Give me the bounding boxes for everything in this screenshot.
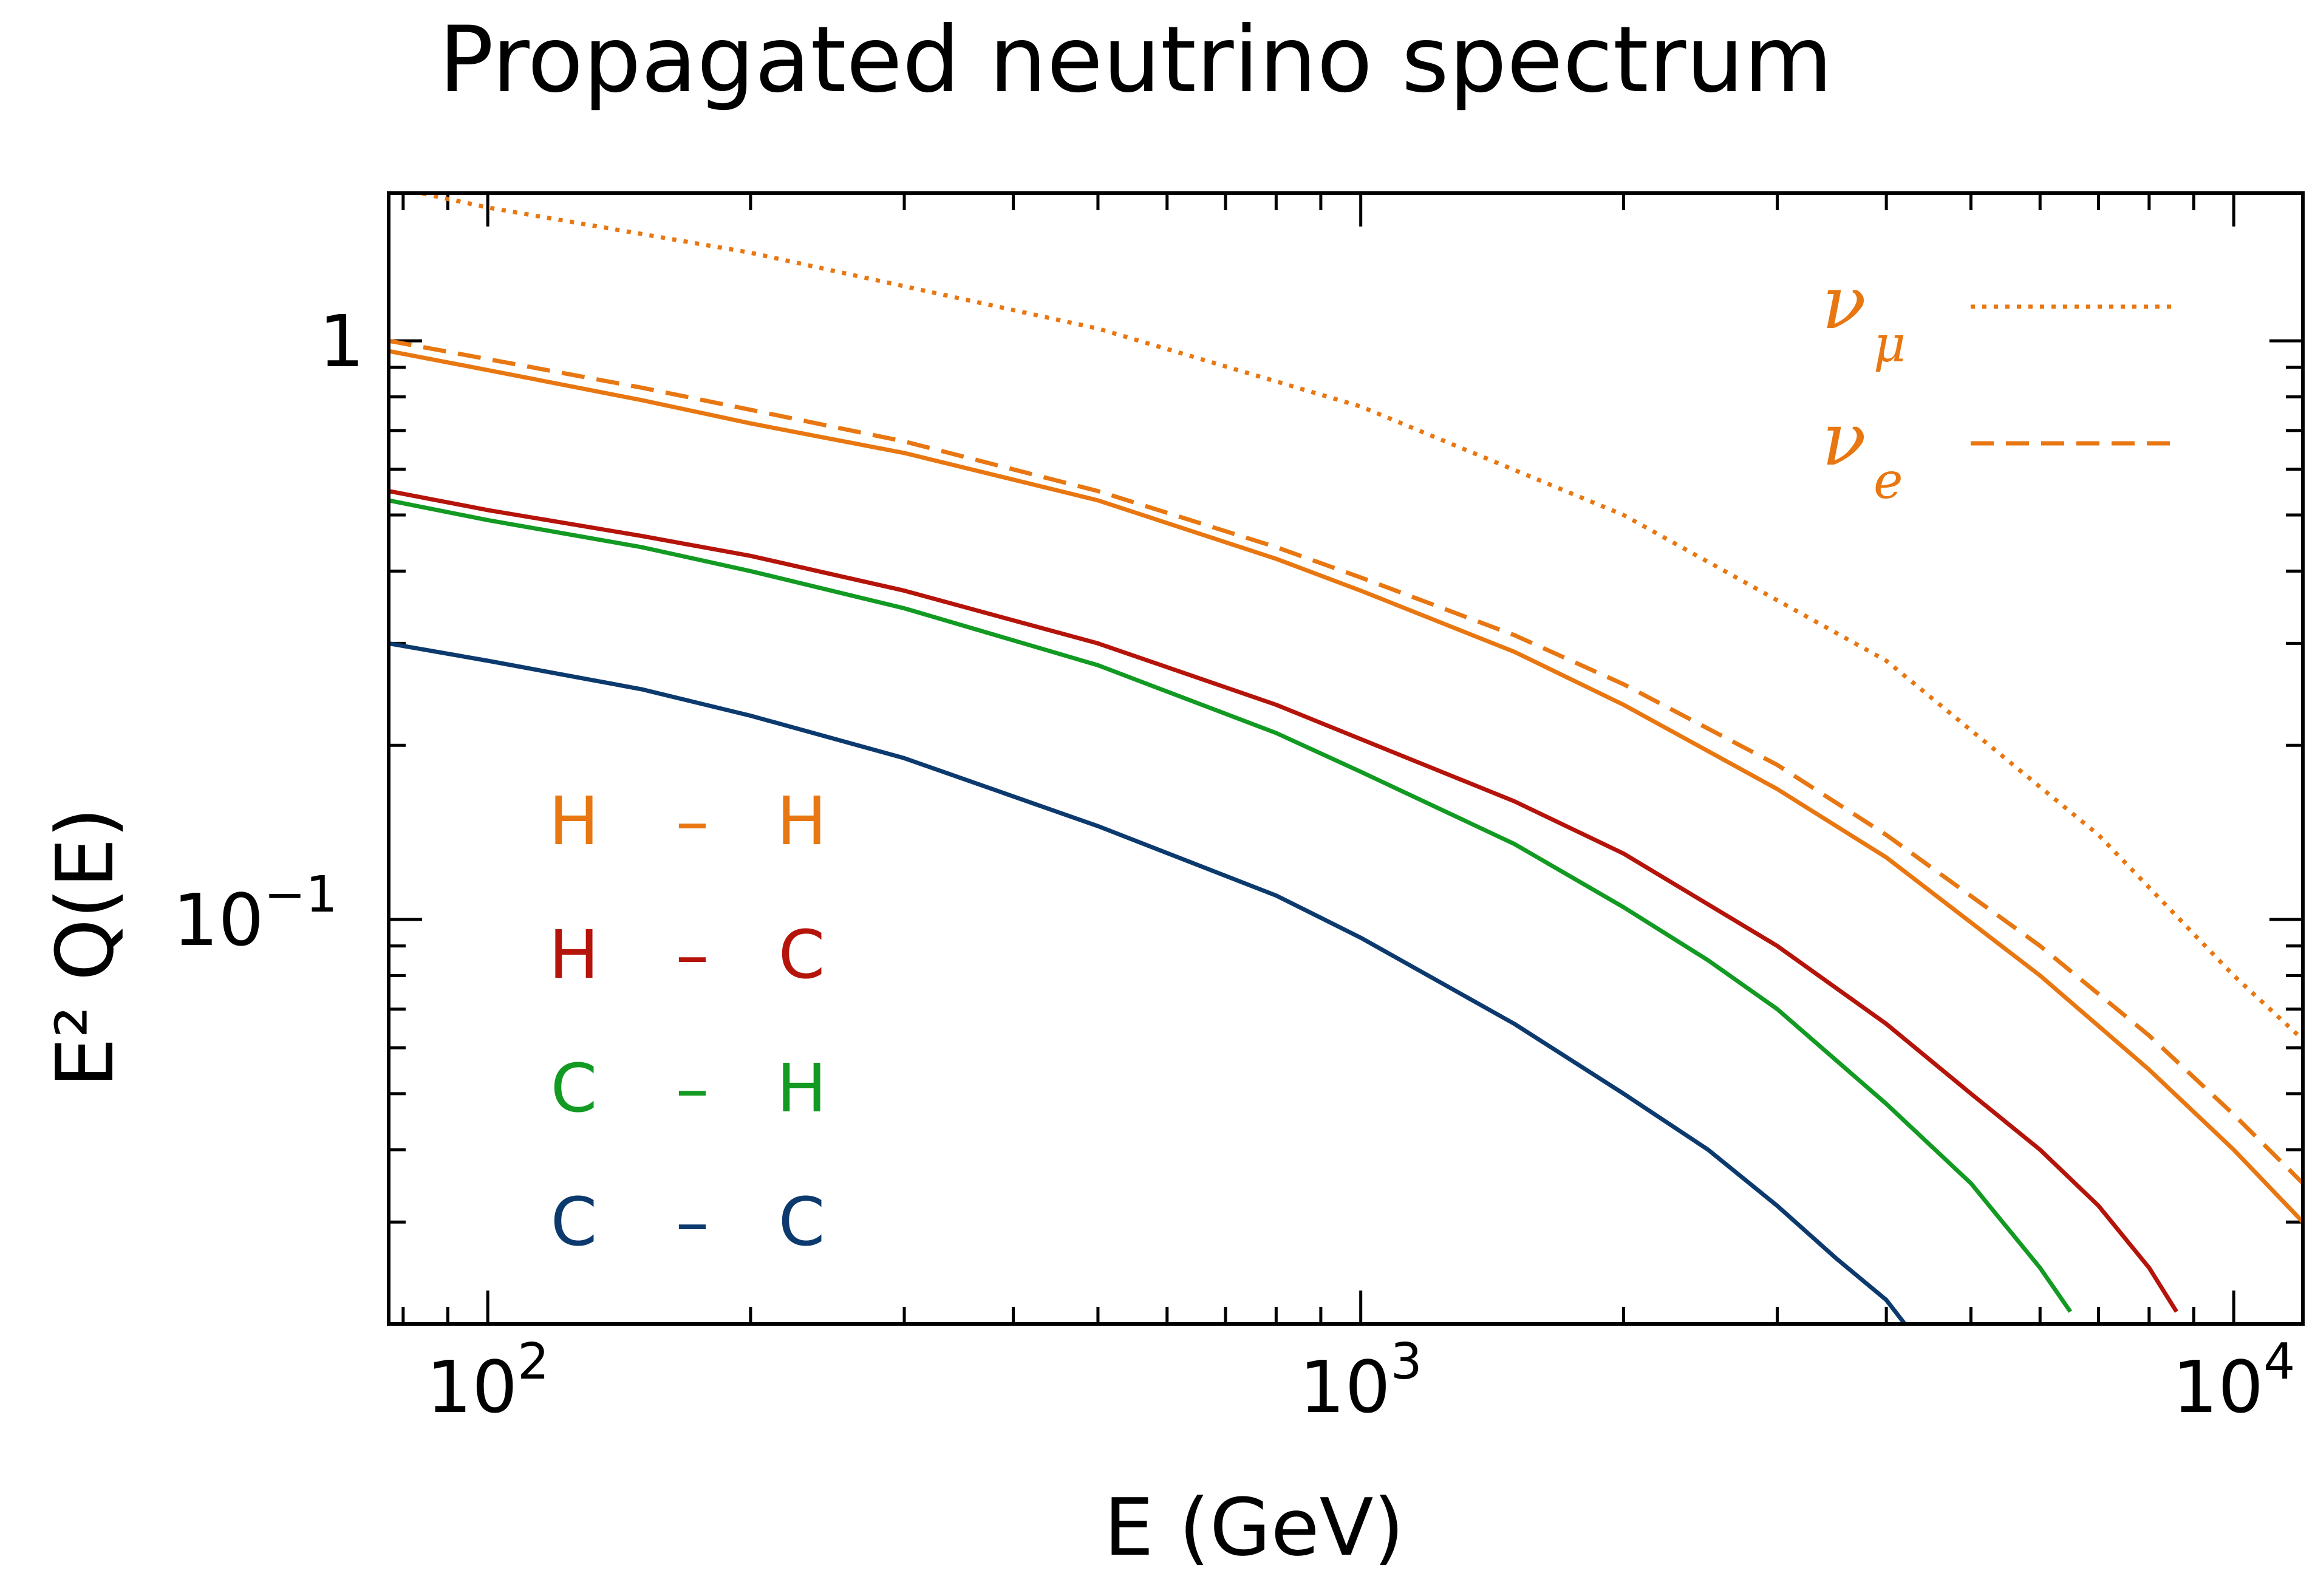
model-legend-right: C (779, 916, 825, 994)
model-legend-dash: – (676, 782, 709, 860)
x-tick-label: 102 (426, 1333, 549, 1429)
model-legend-left: C (551, 1049, 598, 1127)
model-legend-right: C (779, 1183, 825, 1261)
series-layer (389, 193, 2303, 1324)
chart-title: Propagated neutrino spectrum (438, 7, 1832, 113)
y-tick-label: 1 (319, 299, 364, 383)
x-axis-label: E (GeV) (1104, 1481, 1405, 1574)
axis-ticks (389, 193, 2303, 1326)
flavor-symbol: ν (1822, 398, 1866, 482)
tick-labels: 102 103 104 1 10−1 (172, 299, 2295, 1429)
flavor-symbol: ν (1822, 261, 1866, 346)
plot-frame (387, 191, 2305, 1326)
x-tick-label: 104 (2172, 1333, 2295, 1429)
series-line-3 (389, 489, 2178, 1313)
flavor-subscript: e (1873, 452, 1903, 510)
model-legend-dash: – (676, 916, 709, 994)
y-tick-label: 10−1 (172, 866, 337, 962)
model-legend-left: H (549, 782, 599, 860)
model-legend-entry: C – H (551, 1049, 827, 1127)
model-legend-left: C (551, 1183, 598, 1261)
model-legend-dash: – (676, 1049, 709, 1127)
model-legend-entry: H – C (549, 916, 825, 994)
model-legend: H – HH – CC – HC – C (549, 782, 827, 1261)
model-legend-right: H (777, 1049, 827, 1127)
flavor-legend: ν μν e (1822, 261, 2174, 510)
model-legend-right: H (777, 782, 827, 860)
model-legend-left: H (549, 916, 599, 994)
model-legend-entry: H – H (549, 782, 827, 860)
series-line-1 (389, 338, 2303, 1185)
series-line-2 (389, 349, 2303, 1224)
model-legend-entry: C – C (551, 1183, 825, 1261)
series-line-4 (389, 498, 2073, 1313)
y-axis-label-text: E² Q(E) (39, 807, 131, 1087)
x-tick-label: 103 (1300, 1333, 1422, 1429)
y-axis-label: E² Q(E) (39, 807, 131, 1087)
series-line-0 (410, 193, 2303, 1042)
model-legend-dash: – (676, 1183, 709, 1261)
series-line-5 (389, 641, 1907, 1324)
flavor-subscript: μ (1873, 316, 1906, 373)
